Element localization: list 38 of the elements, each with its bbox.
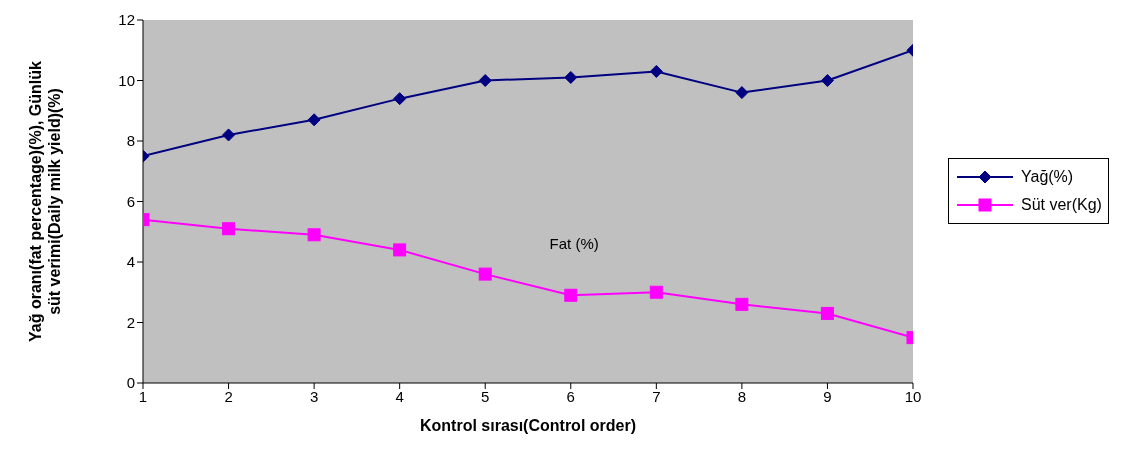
x-tick-label: 8 (737, 387, 747, 405)
point (564, 70, 578, 84)
point (649, 64, 663, 78)
point (735, 297, 749, 311)
point (393, 92, 407, 106)
annotation: Fat (%) (549, 234, 599, 252)
x-tick-label: 3 (309, 387, 319, 405)
x-tick-label: 6 (566, 387, 575, 405)
point (478, 74, 492, 87)
x-tick-label: 7 (652, 387, 661, 405)
legend-label: Yağ(%) (1021, 168, 1074, 186)
y-tick-label: 4 (126, 253, 135, 271)
y-tick-label: 0 (126, 374, 135, 392)
x-tick-label: 10 (904, 387, 922, 405)
point (564, 288, 578, 302)
point (393, 243, 407, 257)
y-tick-label: 12 (118, 11, 135, 29)
x-axis-title: Kontrol sırası(Control order) (419, 417, 637, 434)
y-tick-label: 8 (126, 132, 135, 150)
point (222, 222, 236, 236)
x-tick-label: 5 (481, 387, 490, 405)
point (820, 306, 834, 320)
point (820, 74, 834, 87)
point (649, 285, 663, 299)
point (735, 86, 749, 100)
point (307, 228, 321, 242)
point (307, 113, 321, 127)
point (222, 128, 236, 142)
point (478, 267, 492, 281)
x-tick-label: 1 (138, 387, 148, 405)
y-tick-label: 10 (118, 71, 135, 89)
y-tick-label: 6 (126, 192, 135, 210)
y-tick-label: 2 (126, 313, 135, 331)
x-tick-label: 9 (823, 387, 832, 405)
legend-label: Süt ver(Kg) (1021, 196, 1102, 214)
y-axis-title: Yağ oranı(fat percentage)(%), Günlük süt verimi(Daily milk yield)(%) (27, 60, 63, 342)
x-tick-label: 2 (224, 387, 233, 405)
x-tick-label: 4 (395, 387, 404, 405)
